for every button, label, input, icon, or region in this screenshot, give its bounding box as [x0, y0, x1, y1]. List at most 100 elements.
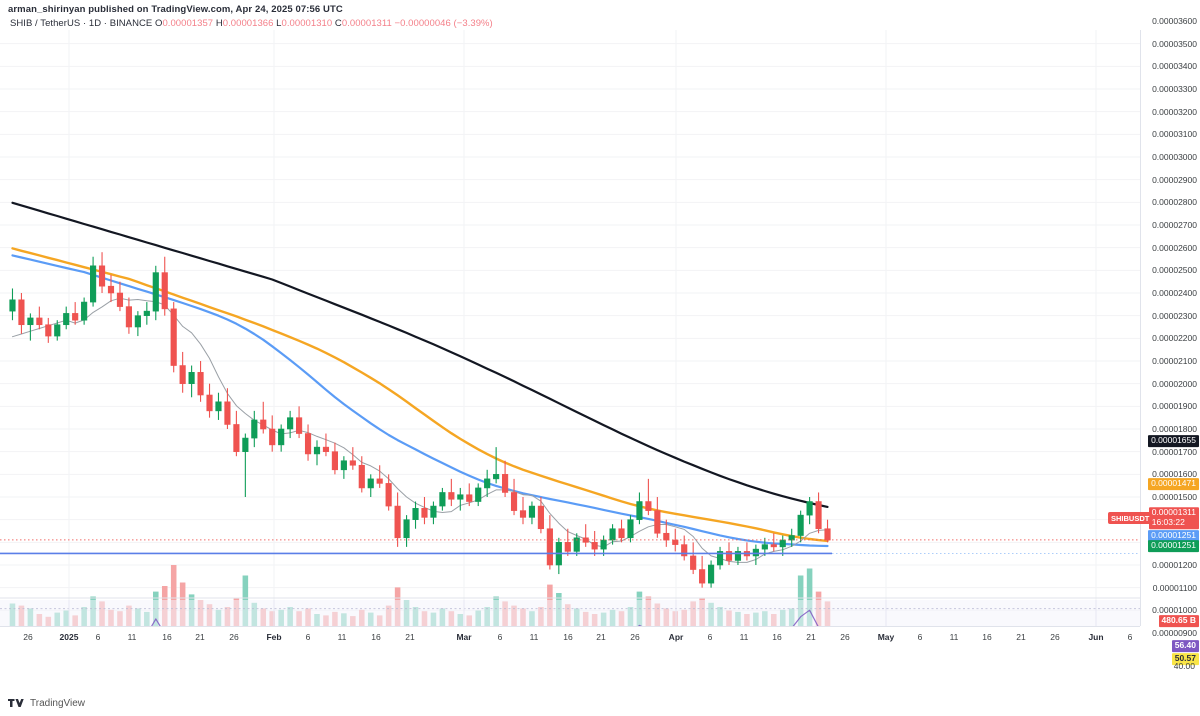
time-tick: 26 [23, 632, 33, 642]
rsi-scale-label: 40.00 [1173, 660, 1195, 671]
tradingview-label: TradingView [30, 698, 86, 709]
price-tick: 0.00002900 [1152, 174, 1197, 185]
time-tick: 11 [127, 632, 137, 642]
time-axis[interactable]: 26 2025 6 11 16 21 26 Feb 6 11 16 21 Mar 6 11 16 21 26 Apr… [0, 626, 1140, 648]
chart-plot-area[interactable] [0, 20, 1140, 686]
candle-body [224, 401, 231, 425]
chart-canvas[interactable] [0, 20, 1140, 686]
candle-body [546, 528, 553, 566]
price-tick: 0.00002400 [1152, 287, 1197, 298]
ema-gray-line [12, 297, 828, 563]
candle-body [761, 544, 768, 550]
change-percent: (−3.39%) [453, 18, 493, 29]
candle-body [403, 519, 410, 539]
ema-black-tag[interactable]: 0.00001655 [1148, 435, 1199, 447]
price-tick: 0.00002600 [1152, 242, 1197, 253]
candle-body [636, 501, 643, 520]
candle-body [116, 292, 124, 307]
price-axis[interactable]: 0.00003600 0.00003500 0.00003400 0.00003300… [1140, 17, 1200, 670]
publisher-attribution: arman_shirinyan published on TradingView… [8, 4, 343, 15]
candle-body [385, 483, 392, 507]
candle-body [125, 306, 132, 328]
time-tick: 16 [371, 632, 381, 642]
ema-orange-tag[interactable]: 0.00001471 [1148, 478, 1199, 490]
candle-body [573, 537, 580, 552]
time-tick: 21 [1016, 632, 1026, 642]
rsi-ma-tag[interactable]: 50.57 [1171, 653, 1199, 665]
symbol-title: SHIB / TetherUS · 1D · BINANCE [10, 18, 153, 29]
price-countdown: 16:03:22 [1151, 517, 1185, 527]
time-tick: May [877, 632, 895, 642]
high-value: 0.00001366 [222, 18, 274, 29]
candle-body [519, 510, 527, 518]
time-tick: 26 [630, 632, 640, 642]
price-tick: 0.00000900 [1152, 627, 1197, 638]
candle-body [215, 401, 222, 412]
candle-body [609, 528, 616, 541]
candle-body [376, 478, 383, 484]
price-tick: 0.00003200 [1152, 106, 1197, 117]
time-tick: 21 [195, 632, 205, 642]
price-tick: 0.00003100 [1152, 129, 1197, 140]
candle-body [36, 317, 43, 326]
time-tick: 21 [806, 632, 816, 642]
time-tick: Apr [668, 632, 684, 642]
candle-body [134, 315, 141, 328]
candle-body [188, 372, 195, 384]
candle-body [206, 394, 213, 412]
candle-body [502, 474, 509, 493]
candle-body [349, 460, 356, 466]
time-tick: 6 [95, 632, 101, 642]
candle-body [98, 265, 106, 287]
candle-body [421, 508, 428, 518]
ema-blue-tag[interactable]: 0.00001251 [1148, 530, 1199, 542]
candle-body [90, 265, 97, 303]
price-tick: 0.00002700 [1152, 219, 1197, 230]
candle-body [296, 417, 303, 434]
change-value: −0.00000046 [394, 18, 451, 29]
symbol-price-badge[interactable]: SHIBUSDT [1108, 512, 1153, 524]
candle-body [618, 528, 625, 539]
candle-body [448, 492, 455, 500]
time-tick: Jun [1088, 632, 1104, 642]
grid-layer [0, 20, 1140, 634]
ema-green-tag[interactable]: 0.00001251 [1148, 540, 1199, 552]
candle-body [313, 446, 321, 455]
candle-body [537, 505, 544, 530]
candle-body [269, 428, 276, 446]
time-tick: 26 [229, 632, 239, 642]
volume-tag[interactable]: 480.65 B [1158, 615, 1199, 627]
ema-blue-line [11, 254, 829, 548]
ema-black-line [11, 201, 829, 508]
candle-body [770, 544, 777, 548]
candle-body [457, 494, 464, 500]
time-tick: 6 [1127, 632, 1133, 642]
open-label: O [154, 18, 163, 29]
price-tick: 0.00002800 [1152, 197, 1197, 208]
price-tick: 0.00002100 [1152, 355, 1197, 366]
last-price-tag-value: 0.00001311 [1151, 507, 1196, 518]
candle-body [708, 564, 715, 584]
candle-body [627, 519, 634, 539]
time-tick: 11 [529, 632, 539, 642]
candle-body [600, 539, 607, 550]
time-tick: 16 [162, 632, 172, 642]
candle-body [161, 272, 168, 310]
rsi-tag[interactable]: 56.40 [1171, 640, 1199, 652]
close-value: 0.00001311 [341, 18, 392, 29]
price-tick: 0.00003600 [1152, 15, 1197, 26]
tradingview-watermark: TradingView [8, 698, 85, 709]
high-label: H [215, 18, 223, 29]
candle-body [287, 417, 294, 430]
ema-orange-line [11, 247, 829, 543]
candle-body [725, 551, 733, 561]
time-tick: 6 [305, 632, 311, 642]
candle-body [278, 428, 285, 446]
candle-body [260, 419, 267, 430]
rsi-panel[interactable] [0, 597, 1140, 686]
candle-body [484, 478, 491, 489]
last-price-tag[interactable]: 0.00001311 16:03:22 [1148, 507, 1199, 529]
price-tick: 0.00002200 [1152, 333, 1197, 344]
candle-body [322, 446, 330, 452]
time-tick: Feb [266, 632, 282, 642]
